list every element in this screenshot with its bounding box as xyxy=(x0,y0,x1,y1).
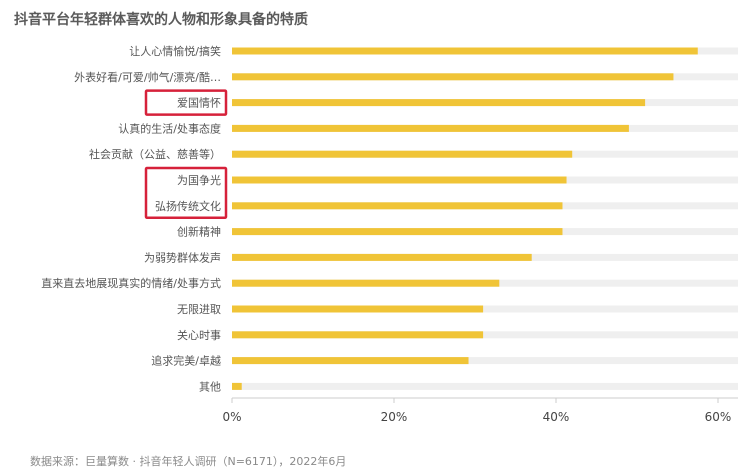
bar-6 xyxy=(232,202,563,210)
bar-12 xyxy=(232,357,469,365)
bar-4 xyxy=(232,150,573,158)
category-label: 弘扬传统文化 xyxy=(155,199,221,213)
bar-2 xyxy=(232,99,646,107)
bar-1 xyxy=(232,73,674,81)
bar-5 xyxy=(232,176,567,184)
category-label: 关心时事 xyxy=(177,328,221,342)
highlight-box xyxy=(144,89,228,116)
x-axis: 0% 20% 40% 60% xyxy=(222,397,738,424)
category-label: 外表好看/可爱/帅气/漂亮/酷… xyxy=(74,70,221,84)
category-label: 追求完美/卓越 xyxy=(151,354,221,368)
category-label: 其他 xyxy=(199,380,221,393)
bar-0 xyxy=(232,47,698,55)
bar-tracks xyxy=(232,47,738,390)
chart-title: 抖音平台年轻群体喜欢的人物和形象具备的特质 xyxy=(14,12,308,28)
source-note: 数据来源：巨量算数 · 抖音年轻人调研（N=6171），2022年6月 xyxy=(30,455,347,468)
category-label: 爱国情怀 xyxy=(177,97,221,110)
bar-3 xyxy=(232,124,629,132)
highlight-box xyxy=(144,166,228,220)
bar-track xyxy=(232,357,738,365)
category-label: 为国争光 xyxy=(177,173,221,187)
bar-9 xyxy=(232,279,500,287)
bar-13 xyxy=(232,382,242,390)
category-label: 社会贡献（公益、慈善等） xyxy=(89,147,221,161)
highlight-boxes xyxy=(144,89,228,220)
category-label: 让人心情愉悦/搞笑 xyxy=(129,44,221,58)
bar-10 xyxy=(232,305,484,313)
bar-track xyxy=(232,331,738,339)
category-label: 直来直去地展现真实的情绪/处事方式 xyxy=(41,276,221,290)
bars xyxy=(232,47,698,390)
x-tick-label: 20% xyxy=(381,410,408,424)
category-label: 创新精神 xyxy=(177,225,221,239)
x-tick-label: 40% xyxy=(543,410,570,424)
bar-7 xyxy=(232,228,563,236)
bar-8 xyxy=(232,253,532,261)
bar-track xyxy=(232,382,738,390)
category-label: 无限进取 xyxy=(177,303,221,316)
category-label: 认真的生活/处事态度 xyxy=(118,121,221,135)
category-label: 为弱势群体发声 xyxy=(144,250,221,264)
x-tick-label: 60% xyxy=(705,410,732,424)
bar-11 xyxy=(232,331,484,339)
x-tick-label: 0% xyxy=(222,410,241,424)
bar-track xyxy=(232,305,738,313)
